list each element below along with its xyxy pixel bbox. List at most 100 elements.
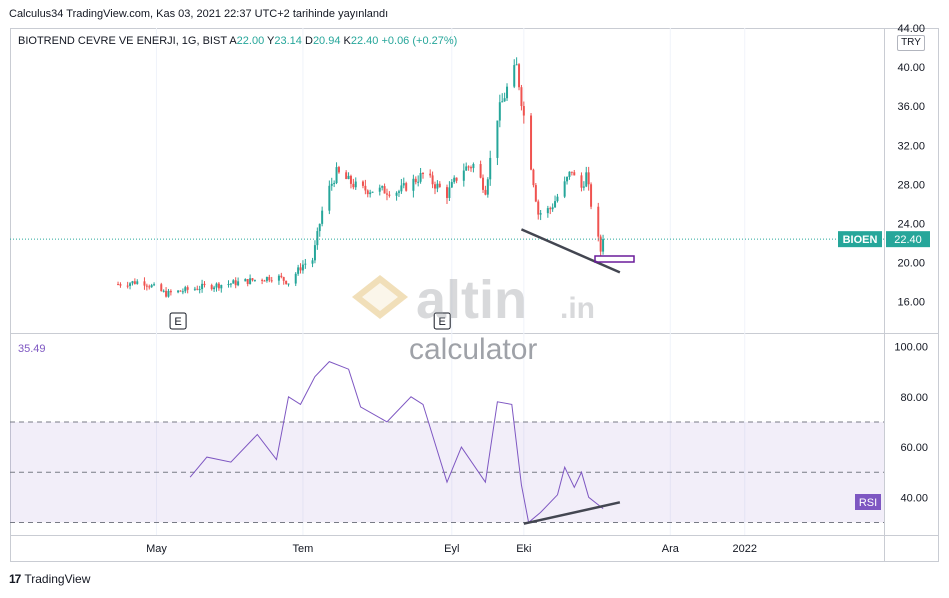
time-tick-label: Ara <box>662 543 680 555</box>
candle <box>337 165 340 174</box>
candle <box>383 183 386 194</box>
candle <box>150 283 153 288</box>
candle <box>563 176 566 199</box>
candle-body <box>395 192 398 196</box>
candle-body <box>400 185 403 192</box>
candle-body <box>352 183 355 188</box>
candle <box>501 93 504 103</box>
candle <box>347 172 350 180</box>
candle-body <box>131 281 134 284</box>
candle <box>282 276 285 285</box>
candle <box>277 274 280 285</box>
candle-body <box>455 177 458 181</box>
candle-body <box>129 283 132 286</box>
candle-body <box>484 189 487 195</box>
candle-body <box>167 290 170 297</box>
candle <box>599 234 602 256</box>
candle <box>429 169 432 178</box>
candle <box>549 206 552 215</box>
candle <box>482 174 485 193</box>
candle <box>465 162 468 171</box>
rsi-trendline <box>523 501 621 525</box>
candle-body <box>388 194 391 196</box>
candle-body <box>268 276 271 281</box>
candle-body <box>198 289 201 291</box>
candle <box>582 181 585 191</box>
time-tick-label: May <box>146 543 167 555</box>
candle <box>585 166 588 188</box>
candle <box>165 287 168 298</box>
candle <box>169 289 172 296</box>
candle <box>328 180 331 215</box>
rsi-axis: 40.00 60.00 80.00 100.00 <box>894 342 928 505</box>
candle-body <box>472 164 475 169</box>
candle <box>450 179 453 188</box>
candle <box>503 92 506 102</box>
candle <box>522 101 525 124</box>
price-tick-label: 16.00 <box>897 297 925 309</box>
candle <box>196 285 199 291</box>
tradingview-logo-icon: 17 <box>9 572 21 586</box>
candle-body <box>431 175 434 185</box>
candle <box>287 283 290 287</box>
candle-body <box>385 193 388 195</box>
candle-body <box>160 284 163 292</box>
candle-body <box>470 167 473 169</box>
candle-body <box>419 173 422 182</box>
candle-body <box>369 192 372 195</box>
rsi-tick-label: 60.00 <box>900 442 928 454</box>
candle <box>366 189 369 198</box>
price-axis: 16.00 20.00 24.00 28.00 32.00 36.00 40.00 44.00 <box>897 23 925 309</box>
open-label: A <box>229 35 237 47</box>
candle <box>251 278 254 282</box>
candle-body <box>366 190 369 195</box>
candle <box>438 181 441 188</box>
grid-lines <box>10 28 939 562</box>
candle-body <box>573 172 576 176</box>
candle <box>537 199 540 220</box>
candle-body <box>530 115 533 170</box>
candle-body <box>328 185 331 211</box>
candle <box>419 167 422 184</box>
candle-body <box>330 183 333 186</box>
candle-body <box>294 273 297 284</box>
candle <box>167 288 170 298</box>
candle <box>198 285 201 294</box>
earnings-marker-label: E <box>174 316 181 328</box>
rsi-badge-label: RSI <box>859 497 877 509</box>
price-tick-label: 36.00 <box>897 101 925 113</box>
currency-button[interactable]: TRY <box>897 35 925 51</box>
candle-body <box>287 283 290 285</box>
candle-body <box>412 178 415 191</box>
candle <box>210 283 213 291</box>
candle-body <box>585 172 588 187</box>
candle-body <box>498 102 501 121</box>
candle <box>566 176 569 185</box>
candle-body <box>537 201 540 215</box>
candle <box>602 234 605 255</box>
candle <box>513 59 516 89</box>
candle <box>388 191 391 198</box>
rsi-tick-label: 100.00 <box>894 342 928 354</box>
candle <box>184 285 187 294</box>
candle <box>253 279 256 282</box>
candle-body <box>234 280 237 286</box>
candle <box>237 277 240 287</box>
candle <box>455 177 458 184</box>
rsi-current-value: 35.49 <box>18 343 46 355</box>
candle-body <box>148 286 151 288</box>
candle <box>213 285 216 293</box>
candle-body <box>534 185 537 202</box>
candle-body <box>383 186 386 194</box>
price-tick-label: 20.00 <box>897 258 925 270</box>
candle-body <box>215 283 218 288</box>
candle <box>554 195 557 208</box>
time-tick-label: Eki <box>516 543 531 555</box>
close-value: 22.40 <box>350 35 379 47</box>
earnings-marker-label: E <box>439 316 446 328</box>
candle <box>179 290 182 292</box>
candle-body <box>301 264 304 271</box>
candle-body <box>590 184 593 207</box>
candle <box>160 282 163 292</box>
